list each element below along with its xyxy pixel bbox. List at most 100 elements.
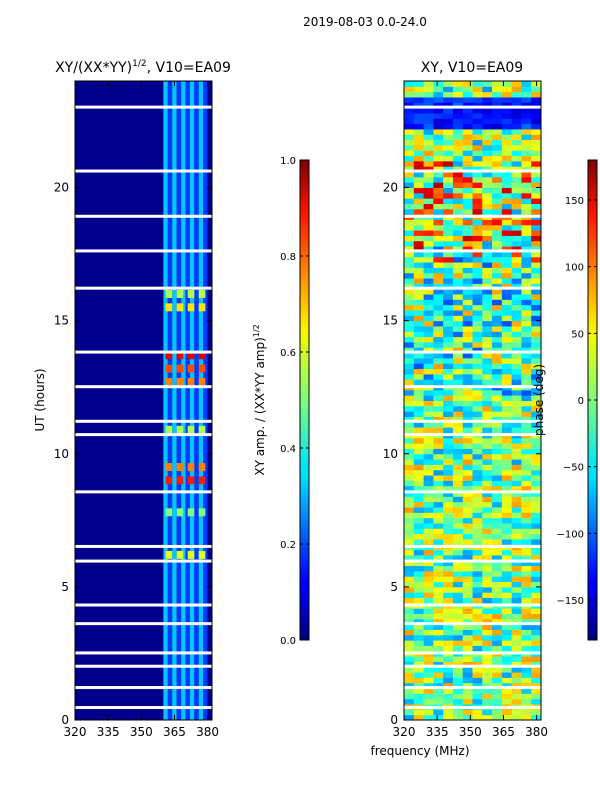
phase-cell xyxy=(511,331,522,338)
phase-cell xyxy=(462,405,473,412)
phase-cell xyxy=(482,134,493,141)
phase-cell xyxy=(501,304,513,311)
phase-cell xyxy=(423,246,434,252)
phase-cell xyxy=(413,528,425,535)
phase-cell xyxy=(423,416,434,423)
data-gap-line xyxy=(75,490,212,494)
phase-cell xyxy=(501,187,513,194)
phase-cell xyxy=(433,176,444,183)
phase-cell xyxy=(452,427,464,433)
phase-cell xyxy=(501,278,513,284)
phase-cell xyxy=(521,331,532,338)
phase-cell xyxy=(433,682,444,689)
phase-cell xyxy=(531,309,541,316)
phase-cell xyxy=(531,128,541,135)
phase-cell xyxy=(521,437,532,444)
phase-cell xyxy=(413,512,425,519)
phase-cell xyxy=(511,459,522,465)
phase-cell xyxy=(501,618,513,625)
phase-cell xyxy=(452,624,464,630)
phase-cell xyxy=(511,336,522,343)
phase-cell xyxy=(472,421,483,428)
phase-cell xyxy=(511,118,522,125)
phase-cell xyxy=(452,480,464,487)
phase-cell xyxy=(423,155,434,162)
phase-cell xyxy=(433,171,444,178)
phase-cell xyxy=(462,363,473,370)
phase-cell xyxy=(423,347,434,354)
data-gap-line xyxy=(404,433,541,437)
phase-cell xyxy=(404,208,415,215)
phase-cell xyxy=(531,320,541,327)
phase-cell xyxy=(452,246,464,252)
phase-cell xyxy=(433,672,444,678)
phase-cell xyxy=(462,357,473,364)
phase-cell xyxy=(413,491,425,497)
phase-cell xyxy=(413,395,425,401)
phase-cell xyxy=(452,512,464,519)
phase-cell xyxy=(433,427,444,433)
phase-cell xyxy=(531,661,541,668)
phase-cell xyxy=(423,182,434,188)
left-colorbar-frame xyxy=(299,159,310,641)
phase-cell xyxy=(511,480,522,487)
phase-cell xyxy=(433,592,444,599)
phase-cell xyxy=(492,107,503,114)
phase-cell xyxy=(531,357,541,364)
phase-cell xyxy=(452,501,464,508)
phase-cell xyxy=(404,235,415,242)
phase-cell xyxy=(443,427,454,433)
phase-cell xyxy=(413,160,425,167)
right-title: XY, V10=EA09 xyxy=(421,60,523,76)
phase-cell xyxy=(472,645,483,652)
phase-cell xyxy=(404,139,415,146)
data-gap-line xyxy=(404,286,541,290)
phase-cell xyxy=(443,246,454,252)
phase-cell xyxy=(472,325,483,332)
phase-cell xyxy=(443,475,454,481)
phase-cell xyxy=(492,96,503,103)
phase-cell xyxy=(482,192,493,199)
phase-cell xyxy=(404,400,415,407)
phase-cell xyxy=(443,400,454,407)
phase-cell xyxy=(501,400,513,407)
phase-cell xyxy=(472,656,483,662)
phase-cell xyxy=(472,128,483,135)
phase-cell xyxy=(531,182,541,188)
phase-cell xyxy=(521,459,532,465)
data-gap-line xyxy=(404,214,541,218)
phase-cell xyxy=(501,219,513,226)
phase-cell xyxy=(413,304,425,311)
phase-cell xyxy=(423,517,434,524)
phase-cell xyxy=(452,581,464,588)
phase-cell xyxy=(404,570,415,577)
phase-cell xyxy=(413,230,425,236)
phase-cell xyxy=(452,475,464,481)
phase-cell xyxy=(472,283,483,290)
phase-cell xyxy=(531,475,541,481)
amp-hotspot xyxy=(165,425,173,434)
data-gap-line xyxy=(404,105,541,109)
phase-cell xyxy=(482,560,493,567)
phase-cell xyxy=(472,112,483,119)
phase-cell xyxy=(521,182,532,188)
phase-cell xyxy=(501,150,513,157)
phase-cell xyxy=(452,315,464,322)
phase-cell xyxy=(501,522,513,529)
phase-cell xyxy=(443,592,454,599)
phase-cell xyxy=(472,666,483,673)
phase-cell xyxy=(433,634,444,641)
phase-cell xyxy=(501,453,513,460)
phase-cell xyxy=(531,331,541,338)
phase-cell xyxy=(423,464,434,471)
phase-cell xyxy=(462,272,473,279)
phase-cell xyxy=(511,192,522,199)
phase-cell xyxy=(521,698,532,705)
phase-cell xyxy=(423,411,434,417)
phase-cell xyxy=(443,336,454,343)
phase-cell xyxy=(462,91,473,98)
phase-cell xyxy=(531,262,541,268)
phase-cell xyxy=(492,395,503,401)
phase-cell xyxy=(511,352,522,359)
phase-cell xyxy=(501,464,513,471)
